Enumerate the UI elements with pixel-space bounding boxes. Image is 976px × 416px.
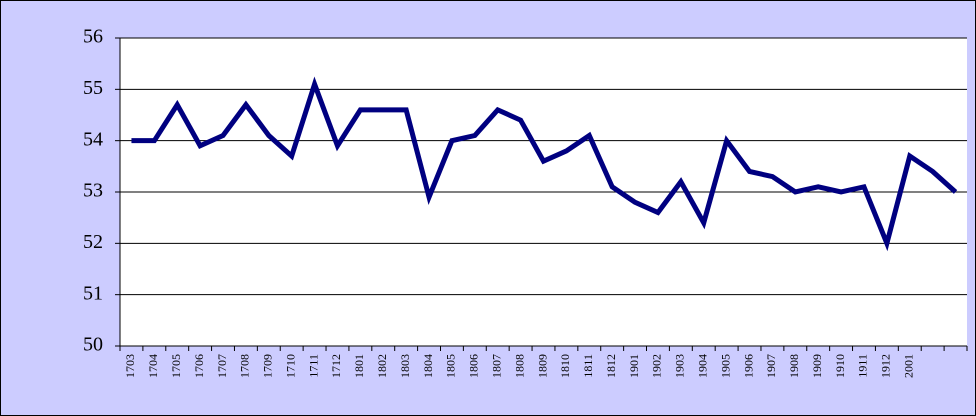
- x-tick-label: 1705: [169, 354, 183, 378]
- y-tick-label: 54: [83, 128, 103, 150]
- x-tick-label: 1912: [879, 354, 893, 378]
- y-tick-label: 50: [83, 334, 103, 356]
- x-tick-label: 1802: [375, 354, 389, 378]
- x-tick-label: 1710: [283, 354, 297, 378]
- x-tick-label: 1809: [535, 354, 549, 378]
- y-tick-label: 51: [83, 282, 103, 304]
- x-tick-label: 1805: [444, 354, 458, 378]
- x-tick-label: 1808: [512, 354, 526, 378]
- x-tick-label: 1909: [810, 354, 824, 378]
- x-tick-label: 2001: [902, 354, 916, 378]
- x-tick-label: 1905: [718, 354, 732, 378]
- x-tick-label: 1901: [627, 354, 641, 378]
- line-series: [131, 76, 958, 252]
- x-tick-label: 1801: [352, 354, 366, 378]
- x-tick-label: 1712: [329, 354, 343, 378]
- x-tick-label: 1911: [856, 354, 870, 378]
- x-tick-label: 1707: [215, 354, 229, 378]
- x-tick-label: 1804: [421, 354, 435, 378]
- x-tick-label: 1903: [673, 354, 687, 378]
- x-tick-label: 1803: [398, 354, 412, 378]
- x-tick-label: 1706: [192, 354, 206, 378]
- x-tick-label: 1811: [581, 354, 595, 378]
- x-tick-label: 1807: [489, 354, 503, 378]
- x-tick-label: 1904: [695, 354, 709, 378]
- x-tick-label: 1906: [741, 354, 755, 378]
- x-tick-label: 1703: [123, 354, 137, 378]
- x-tick-label: 1806: [467, 354, 481, 378]
- y-tick-label: 56: [83, 26, 103, 48]
- y-tick-label: 53: [83, 180, 103, 202]
- x-tick-label: 1908: [787, 354, 801, 378]
- x-tick-label: 1910: [833, 354, 847, 378]
- x-tick-label: 1711: [306, 354, 320, 378]
- x-tick-label: 1812: [604, 354, 618, 378]
- x-tick-label: 1708: [238, 354, 252, 378]
- y-tick-label: 55: [83, 77, 103, 99]
- y-tick-label: 52: [83, 231, 103, 253]
- x-tick-label: 1902: [650, 354, 664, 378]
- x-tick-label: 1907: [764, 354, 778, 378]
- x-tick-label: 1810: [558, 354, 572, 378]
- x-tick-label: 1709: [261, 354, 275, 378]
- x-tick-label: 1704: [146, 354, 160, 378]
